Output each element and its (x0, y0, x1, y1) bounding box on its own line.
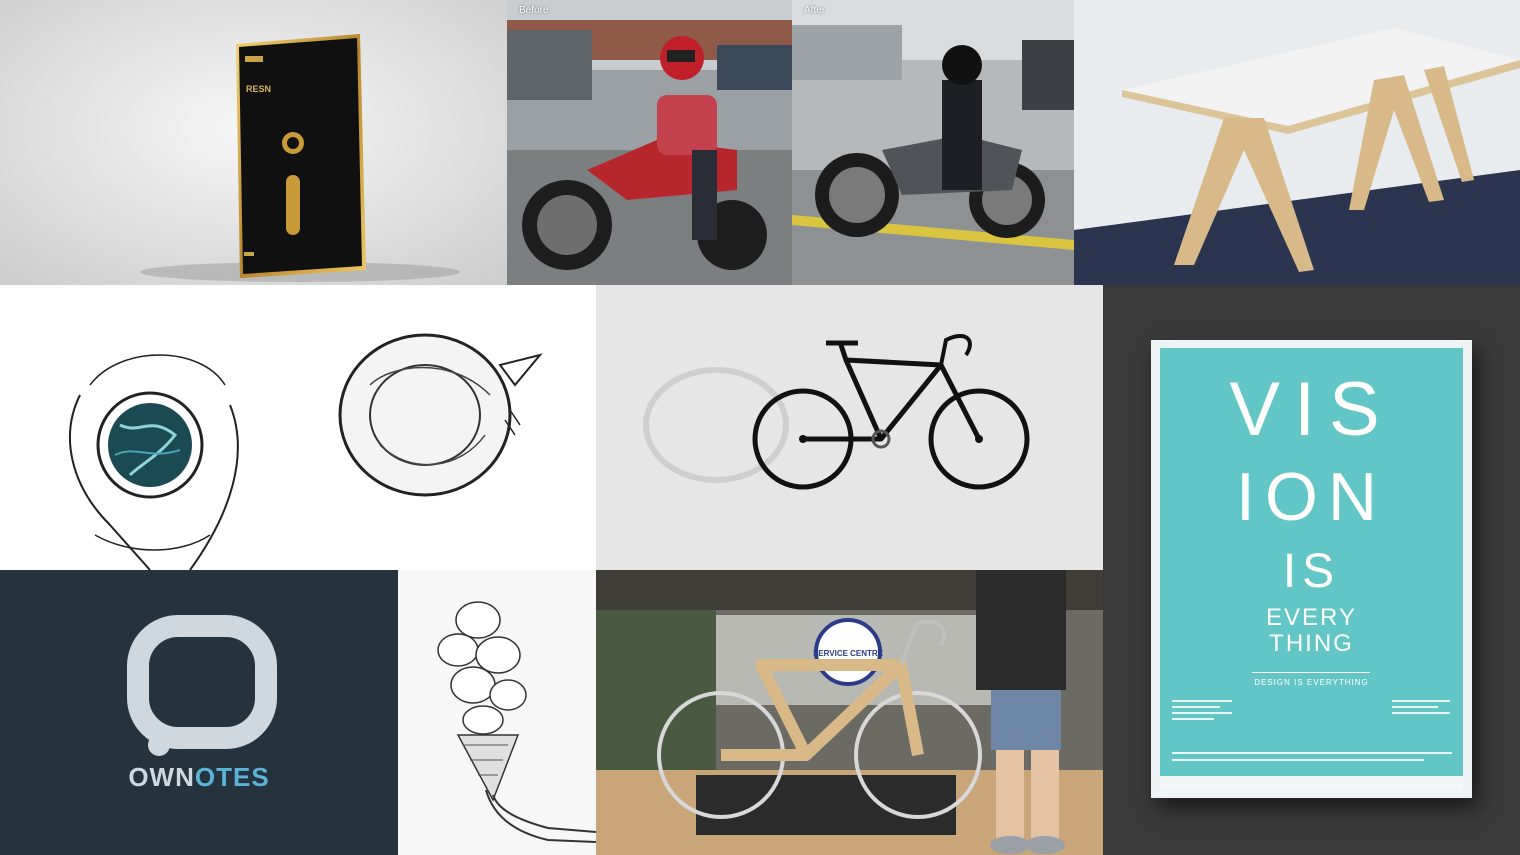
poster-tagline: DESIGN IS EVERYTHING (1254, 678, 1369, 687)
poster-line-3: IS (1282, 545, 1341, 598)
plywood-table-tile (1074, 0, 1520, 285)
black-bicycle-tile (596, 285, 1103, 570)
poster-line-1: VIS (1229, 367, 1394, 452)
motorcycle-before-tile: Before (507, 0, 792, 285)
plaque-brand: RESN (246, 84, 271, 94)
poster-fineprint-col2 (1392, 700, 1450, 740)
poster-fineprint-col1 (1172, 700, 1232, 740)
wooden-bicycle-tile: SERVICE CENTRE (596, 570, 1103, 855)
plywood-table-image (1074, 0, 1520, 285)
motorcycle-after-tile: After (792, 0, 1074, 285)
wordmark-part-2: OTES (194, 762, 270, 792)
vision-poster: VIS ION IS EVERY THING DESIGN IS EVERYTH… (1151, 340, 1472, 798)
award-plaque-image: RESN (0, 0, 507, 285)
poster-speaker-list (1172, 752, 1452, 768)
shop-sign-text: SERVICE CENTRE (813, 649, 884, 658)
vision-poster-panel: VIS ION IS EVERY THING DESIGN IS EVERYTH… (1160, 348, 1463, 790)
poster-footer (1160, 776, 1463, 790)
hands-coffee-sketch-image (0, 285, 300, 570)
wooden-bicycle-image: SERVICE CENTRE (596, 570, 1103, 855)
ownotes-logo-tile (0, 570, 398, 855)
curled-fox-sketch-tile (300, 285, 596, 570)
curled-fox-sketch-image (300, 285, 596, 570)
motorcycle-after-image (792, 0, 1074, 285)
poster-divider (1252, 672, 1370, 673)
before-label: Before (519, 5, 549, 16)
ownotes-wordmark: OWNOTES (0, 762, 398, 793)
flower-cone-sketch-tile (398, 570, 596, 855)
after-label: After (804, 5, 826, 16)
poster-line-4: EVERY (1266, 604, 1357, 631)
poster-line-2: ION (1236, 459, 1387, 535)
black-bicycle-image (596, 285, 1103, 570)
wordmark-part-1: OWN (128, 762, 195, 792)
hands-coffee-sketch-tile (0, 285, 300, 570)
flower-cone-sketch-image (398, 570, 596, 855)
ownotes-logo-mark (127, 615, 277, 756)
motorcycle-before-image (507, 0, 792, 285)
award-plaque-tile: RESN (0, 0, 507, 285)
poster-line-5: THING (1269, 630, 1354, 657)
